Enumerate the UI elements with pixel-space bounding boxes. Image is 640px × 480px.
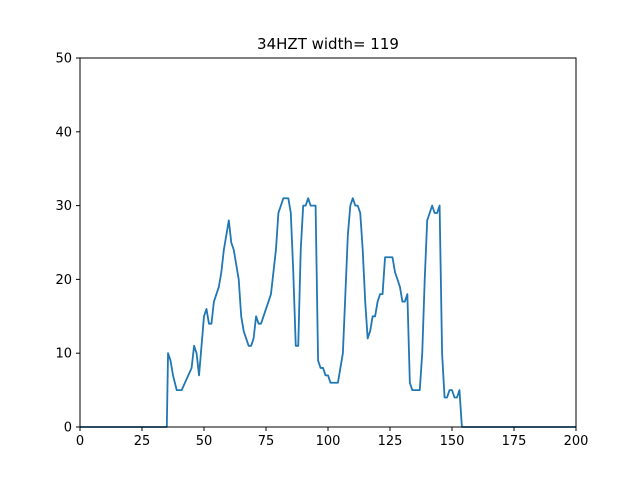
x-tick-label: 25 — [134, 434, 151, 449]
series-layer — [80, 197, 576, 428]
y-tick-label: 30 — [55, 199, 72, 214]
series-line-0 — [80, 197, 576, 428]
chart-title: 34HZT width= 119 — [257, 35, 399, 53]
x-tick-label: 50 — [196, 434, 213, 449]
x-tick-label: 175 — [502, 434, 527, 449]
y-tick-label: 0 — [64, 421, 72, 436]
y-tick-label: 50 — [55, 52, 72, 67]
x-axis-ticks: 0 25 50 75 100 125 150 175 200 — [76, 427, 589, 449]
x-tick-label: 200 — [564, 434, 589, 449]
y-tick-label: 10 — [55, 347, 72, 362]
y-tick-label: 20 — [55, 273, 72, 288]
y-tick-label: 40 — [55, 125, 72, 140]
y-axis-ticks: 0 10 20 30 40 50 — [55, 52, 80, 436]
plot-area-frame — [79, 57, 577, 428]
x-tick-label: 0 — [76, 434, 84, 449]
x-tick-label: 125 — [378, 434, 403, 449]
x-tick-label: 100 — [316, 434, 341, 449]
x-tick-label: 75 — [258, 434, 275, 449]
x-tick-label: 150 — [440, 434, 465, 449]
